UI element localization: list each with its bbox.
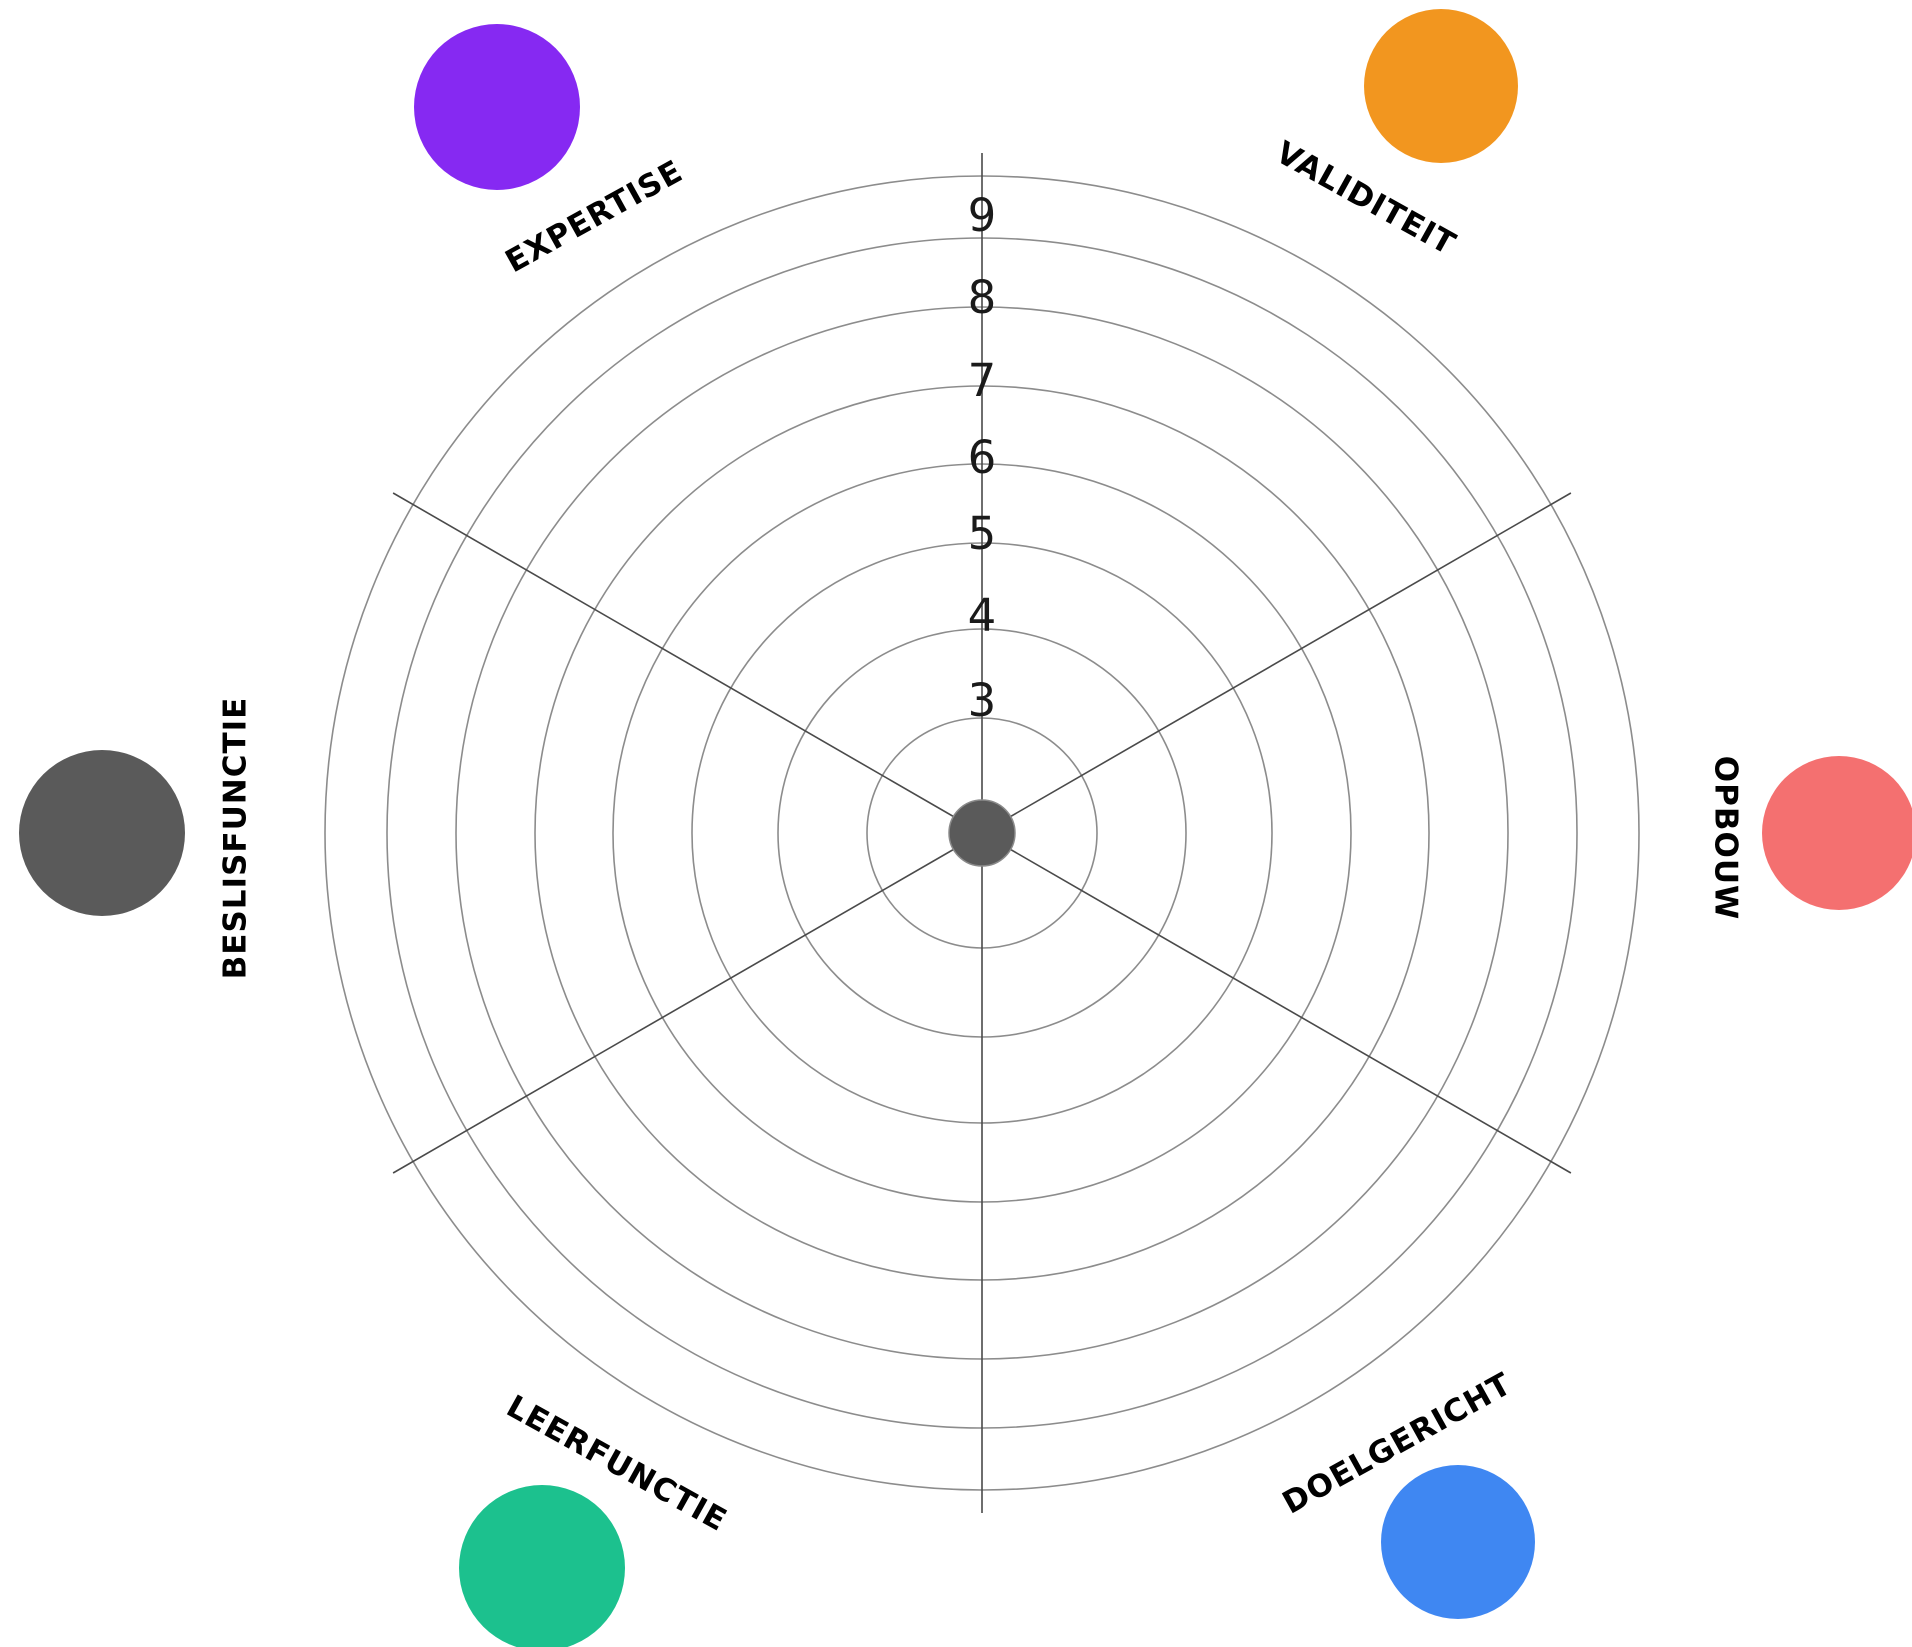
scale-labels: 3 4 5 6 7 8 9 bbox=[968, 189, 997, 727]
axis-line bbox=[392, 832, 983, 1174]
axis-line bbox=[981, 832, 1572, 1174]
axis-lines bbox=[392, 153, 1572, 1513]
leerfunctie-dot-icon[interactable] bbox=[459, 1485, 625, 1647]
scale-label: 5 bbox=[968, 507, 997, 560]
dimension-expertise[interactable]: EXPERTISE bbox=[414, 24, 689, 280]
scale-label: 8 bbox=[968, 271, 997, 324]
opbouw-dot-icon[interactable] bbox=[1762, 756, 1912, 910]
dimension-leerfunctie[interactable]: LEERFUNCTIE bbox=[459, 1388, 733, 1647]
validiteit-dot-icon[interactable] bbox=[1364, 9, 1518, 163]
expertise-dot-icon[interactable] bbox=[414, 24, 580, 190]
scale-label: 9 bbox=[968, 189, 997, 242]
doelgericht-dot-icon[interactable] bbox=[1381, 1465, 1535, 1619]
dimension-beslisfunctie[interactable]: BESLISFUNCTIE bbox=[19, 697, 254, 980]
scale-label: 6 bbox=[968, 431, 997, 484]
dimension-validiteit[interactable]: VALIDITEIT bbox=[1270, 9, 1518, 263]
dimension-doelgericht[interactable]: DOELGERICHT bbox=[1277, 1366, 1535, 1619]
scale-label: 7 bbox=[968, 354, 997, 407]
beslisfunctie-dot-icon[interactable] bbox=[19, 750, 185, 916]
axis-line bbox=[981, 492, 1572, 834]
scale-label: 4 bbox=[968, 589, 997, 642]
beslisfunctie-label: BESLISFUNCTIE bbox=[218, 697, 254, 980]
dimension-opbouw[interactable]: OPBOUW bbox=[1708, 756, 1912, 920]
center-dot-icon bbox=[948, 799, 1016, 867]
axis-line bbox=[392, 492, 983, 834]
scale-label: 3 bbox=[968, 674, 997, 727]
opbouw-label: OPBOUW bbox=[1708, 756, 1744, 920]
